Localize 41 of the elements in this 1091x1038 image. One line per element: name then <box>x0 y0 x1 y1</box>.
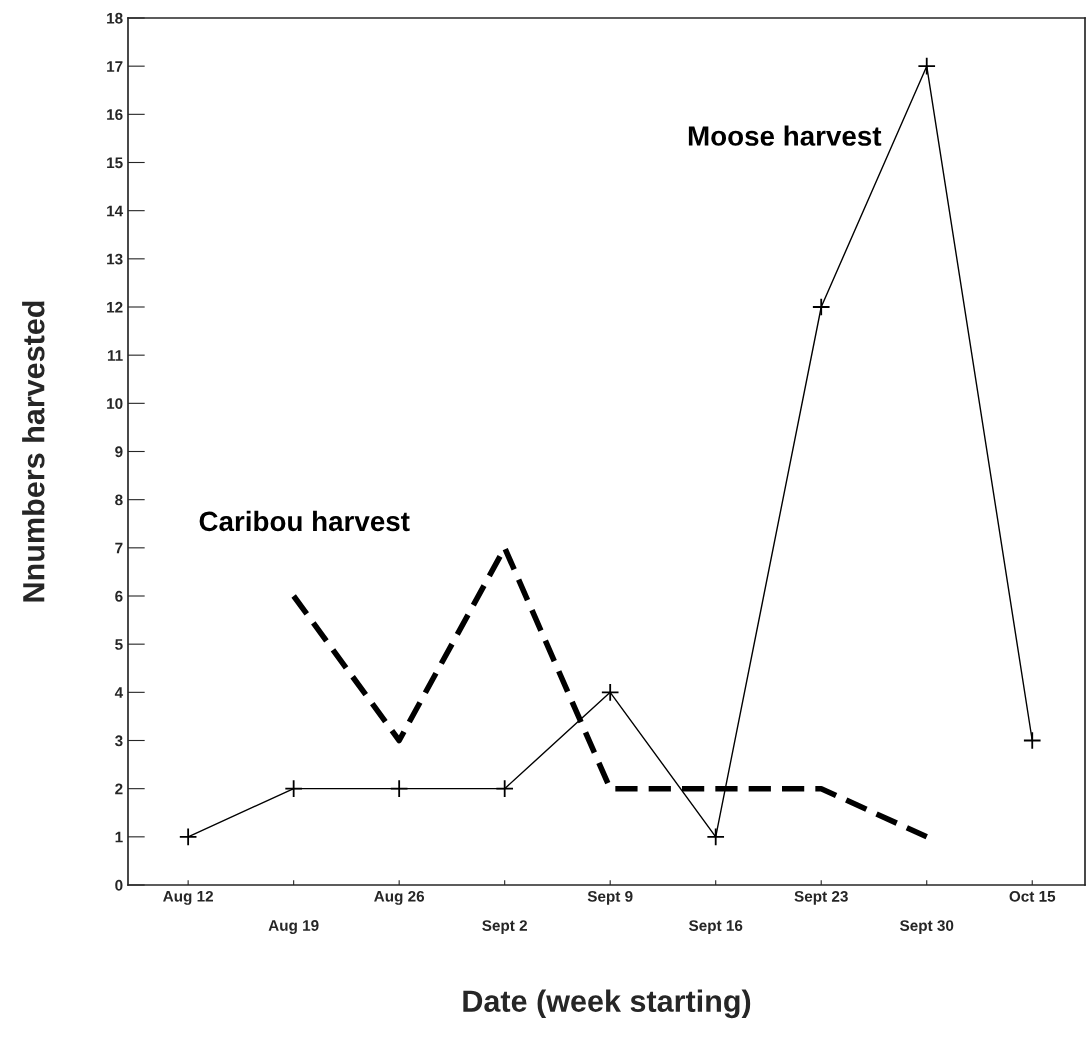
y-tick-label: 18 <box>107 12 123 24</box>
y-tick-label: 13 <box>107 253 123 265</box>
x-axis-title: Date (week starting) <box>463 989 751 1019</box>
text: Caribou harvest <box>199 510 410 532</box>
point <box>600 683 620 702</box>
point <box>389 779 409 798</box>
y-tick-label: 15 <box>107 157 123 169</box>
y-tick-label: 4 <box>114 687 124 698</box>
y-tick-label: 5 <box>115 639 123 650</box>
y-tick-label: 14 <box>107 205 124 217</box>
y-tick-label: 9 <box>115 446 123 458</box>
y-tick-label: 1 <box>115 831 123 843</box>
x-tick-label: Aug 26 <box>374 890 425 905</box>
y-tick-label: 6 <box>115 590 123 602</box>
x-tick-label: Aug 12 <box>163 890 213 905</box>
series-label: Moose harvest <box>688 125 882 146</box>
y-tick-label: 10 <box>107 398 123 410</box>
point <box>1023 731 1042 750</box>
x-tick-label: Sept 16 <box>688 920 743 934</box>
y-tick-label: 12 <box>107 301 123 313</box>
y-tick-label: 3 <box>114 735 123 747</box>
y-tick-label: 11 <box>107 350 123 361</box>
y-tick-label: 2 <box>115 783 123 795</box>
y-axis-title: Nnumbers harvested <box>22 301 45 602</box>
point <box>495 779 514 798</box>
x-tick-label: Sept 23 <box>794 890 848 905</box>
point <box>917 56 936 76</box>
y-tick-label: 0 <box>115 879 123 891</box>
x-tick-label: Oct 15 <box>1009 890 1056 902</box>
x-tick-label: Aug 19 <box>268 920 319 934</box>
point <box>178 827 198 847</box>
point <box>284 779 303 798</box>
y-tick-label: 8 <box>115 494 123 506</box>
point <box>706 827 725 847</box>
y-tick-label: 7 <box>115 542 123 554</box>
point <box>811 297 831 317</box>
x-tick-label: Sept 30 <box>900 920 954 934</box>
x-tick-label: Sept 2 <box>482 920 527 934</box>
y-tick-label: 16 <box>107 109 123 121</box>
x-tick-label: Sept 9 <box>587 890 633 905</box>
y-tick-label: 17 <box>107 61 123 72</box>
